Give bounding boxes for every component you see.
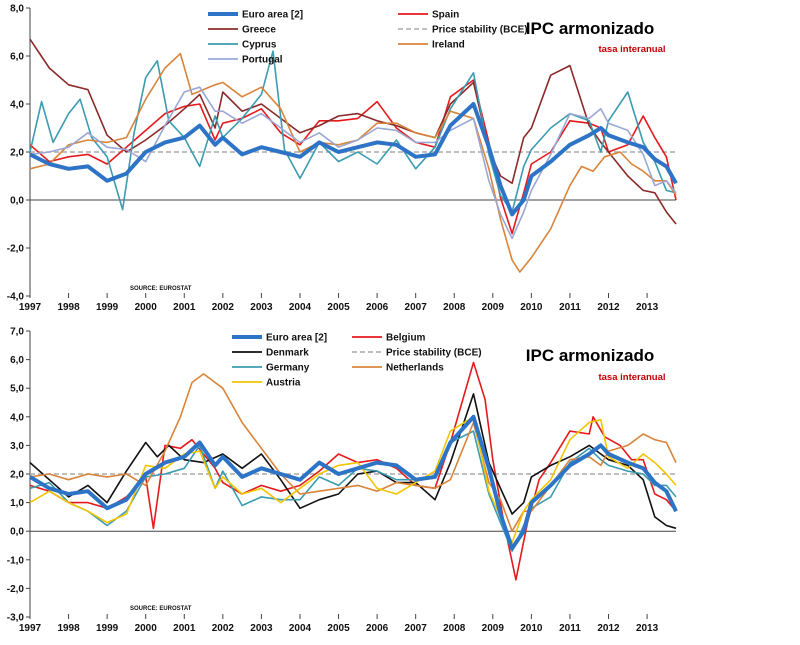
legend-label-price-stability-bce: Price stability (BCE) xyxy=(432,25,528,36)
legend-label-greece: Greece xyxy=(242,25,276,36)
series-line-portugal xyxy=(29,86,677,240)
x-tick-label: 2009 xyxy=(482,302,505,313)
series-line-euro-area xyxy=(29,102,678,217)
x-tick-label: 1999 xyxy=(96,623,119,634)
legend-label-belgium: Belgium xyxy=(386,333,426,344)
series-line-cyprus xyxy=(29,50,677,213)
x-tick-label: 2007 xyxy=(405,623,428,634)
x-tick-label: 2006 xyxy=(366,302,389,313)
x-tick-label: 1998 xyxy=(57,623,80,634)
y-tick-label: 6,0 xyxy=(10,52,24,63)
legend-label-netherlands: Netherlands xyxy=(386,363,444,374)
x-tick-label: 2001 xyxy=(173,302,196,313)
y-tick-label: 3,0 xyxy=(10,441,24,452)
series-line-belgium xyxy=(29,361,677,581)
y-tick-label: 0,0 xyxy=(10,196,24,207)
x-tick-label: 2013 xyxy=(636,623,659,634)
legend-label-euro-area: Euro area [2] xyxy=(242,10,303,21)
x-tick-label: 2012 xyxy=(597,623,620,634)
chart-source: SOURCE: EUROSTAT xyxy=(130,606,192,612)
y-tick-label: 8,0 xyxy=(10,4,24,15)
chart-subtitle: tasa interanual xyxy=(598,372,665,383)
legend-label-denmark: Denmark xyxy=(266,348,309,359)
bottom-chart: -3,0 -2,0 -1,0 0,0 1,0 2,0 3,0 4,0 5,0 6,0 7,0 1997… xyxy=(7,327,678,634)
x-tick-label: 2002 xyxy=(212,623,235,634)
chart-title: IPC armonizado xyxy=(526,346,654,365)
x-tick-label: 2006 xyxy=(366,623,389,634)
series-line-spain xyxy=(29,79,677,235)
x-tick-label: 2007 xyxy=(405,302,428,313)
x-tick-label: 2011 xyxy=(559,302,581,313)
x-tick-label: 2012 xyxy=(597,302,620,313)
x-tick-label: 2005 xyxy=(327,302,350,313)
legend-label-price-stability-bce: Price stability (BCE) xyxy=(386,348,482,359)
y-tick-label: 7,0 xyxy=(10,327,24,338)
legend-label-germany: Germany xyxy=(266,363,310,374)
x-tick-label: 2000 xyxy=(135,302,158,313)
top-chart: -4,0 -2,0 0,0 2,0 4,0 6,0 8,0 1997 1998 1999 2000 2… xyxy=(7,4,678,313)
chart-source: SOURCE: EUROSTAT xyxy=(130,286,192,292)
legend-label-austria: Austria xyxy=(266,378,301,389)
legend-label-euro-area: Euro area [2] xyxy=(266,333,327,344)
x-tick-label: 2004 xyxy=(289,623,312,634)
x-tick-label: 2002 xyxy=(212,302,235,313)
x-tick-label: 2000 xyxy=(135,623,158,634)
series-line-ireland xyxy=(29,52,677,273)
y-tick-label: 5,0 xyxy=(10,384,24,395)
x-tick-label: 2003 xyxy=(250,623,273,634)
x-tick-label: 1997 xyxy=(19,623,42,634)
y-tick-label: 0,0 xyxy=(10,527,24,538)
chart-title: IPC armonizado xyxy=(526,19,654,38)
series-line-greece xyxy=(29,38,677,225)
x-tick-label: 1998 xyxy=(57,302,80,313)
x-tick-label: 2008 xyxy=(443,302,466,313)
legend-label-spain: Spain xyxy=(432,10,459,21)
x-tick-label: 2013 xyxy=(636,302,659,313)
y-tick-label: 1,0 xyxy=(10,498,24,509)
legend-label-portugal: Portugal xyxy=(242,55,283,66)
legend-label-ireland: Ireland xyxy=(432,40,465,51)
y-tick-label: 2,0 xyxy=(10,470,24,481)
legend-label-cyprus: Cyprus xyxy=(242,40,277,51)
series-line-germany xyxy=(29,430,677,552)
x-tick-label: 2001 xyxy=(173,623,196,634)
x-tick-label: 2010 xyxy=(520,302,543,313)
x-tick-label: 2005 xyxy=(327,623,350,634)
x-tick-label: 2003 xyxy=(250,302,273,313)
y-tick-label: 4,0 xyxy=(10,100,24,111)
y-tick-label: 6,0 xyxy=(10,355,24,366)
y-tick-label: -2,0 xyxy=(7,244,25,255)
y-tick-label: -3,0 xyxy=(7,613,25,624)
y-tick-label: 2,0 xyxy=(10,148,24,159)
chart-subtitle: tasa interanual xyxy=(598,44,665,55)
x-tick-label: 2004 xyxy=(289,302,312,313)
x-tick-label: 1997 xyxy=(19,302,42,313)
y-tick-label: -2,0 xyxy=(7,584,25,595)
y-tick-label: 4,0 xyxy=(10,412,24,423)
series-line-netherlands xyxy=(29,373,677,532)
x-tick-label: 2010 xyxy=(520,623,543,634)
y-tick-label: -1,0 xyxy=(7,555,25,566)
x-tick-label: 1999 xyxy=(96,302,119,313)
series-line-euro-area xyxy=(28,414,678,551)
x-tick-label: 2008 xyxy=(443,623,466,634)
x-tick-label: 2011 xyxy=(559,623,581,634)
y-tick-label: -4,0 xyxy=(7,292,25,303)
x-tick-label: 2009 xyxy=(482,623,505,634)
